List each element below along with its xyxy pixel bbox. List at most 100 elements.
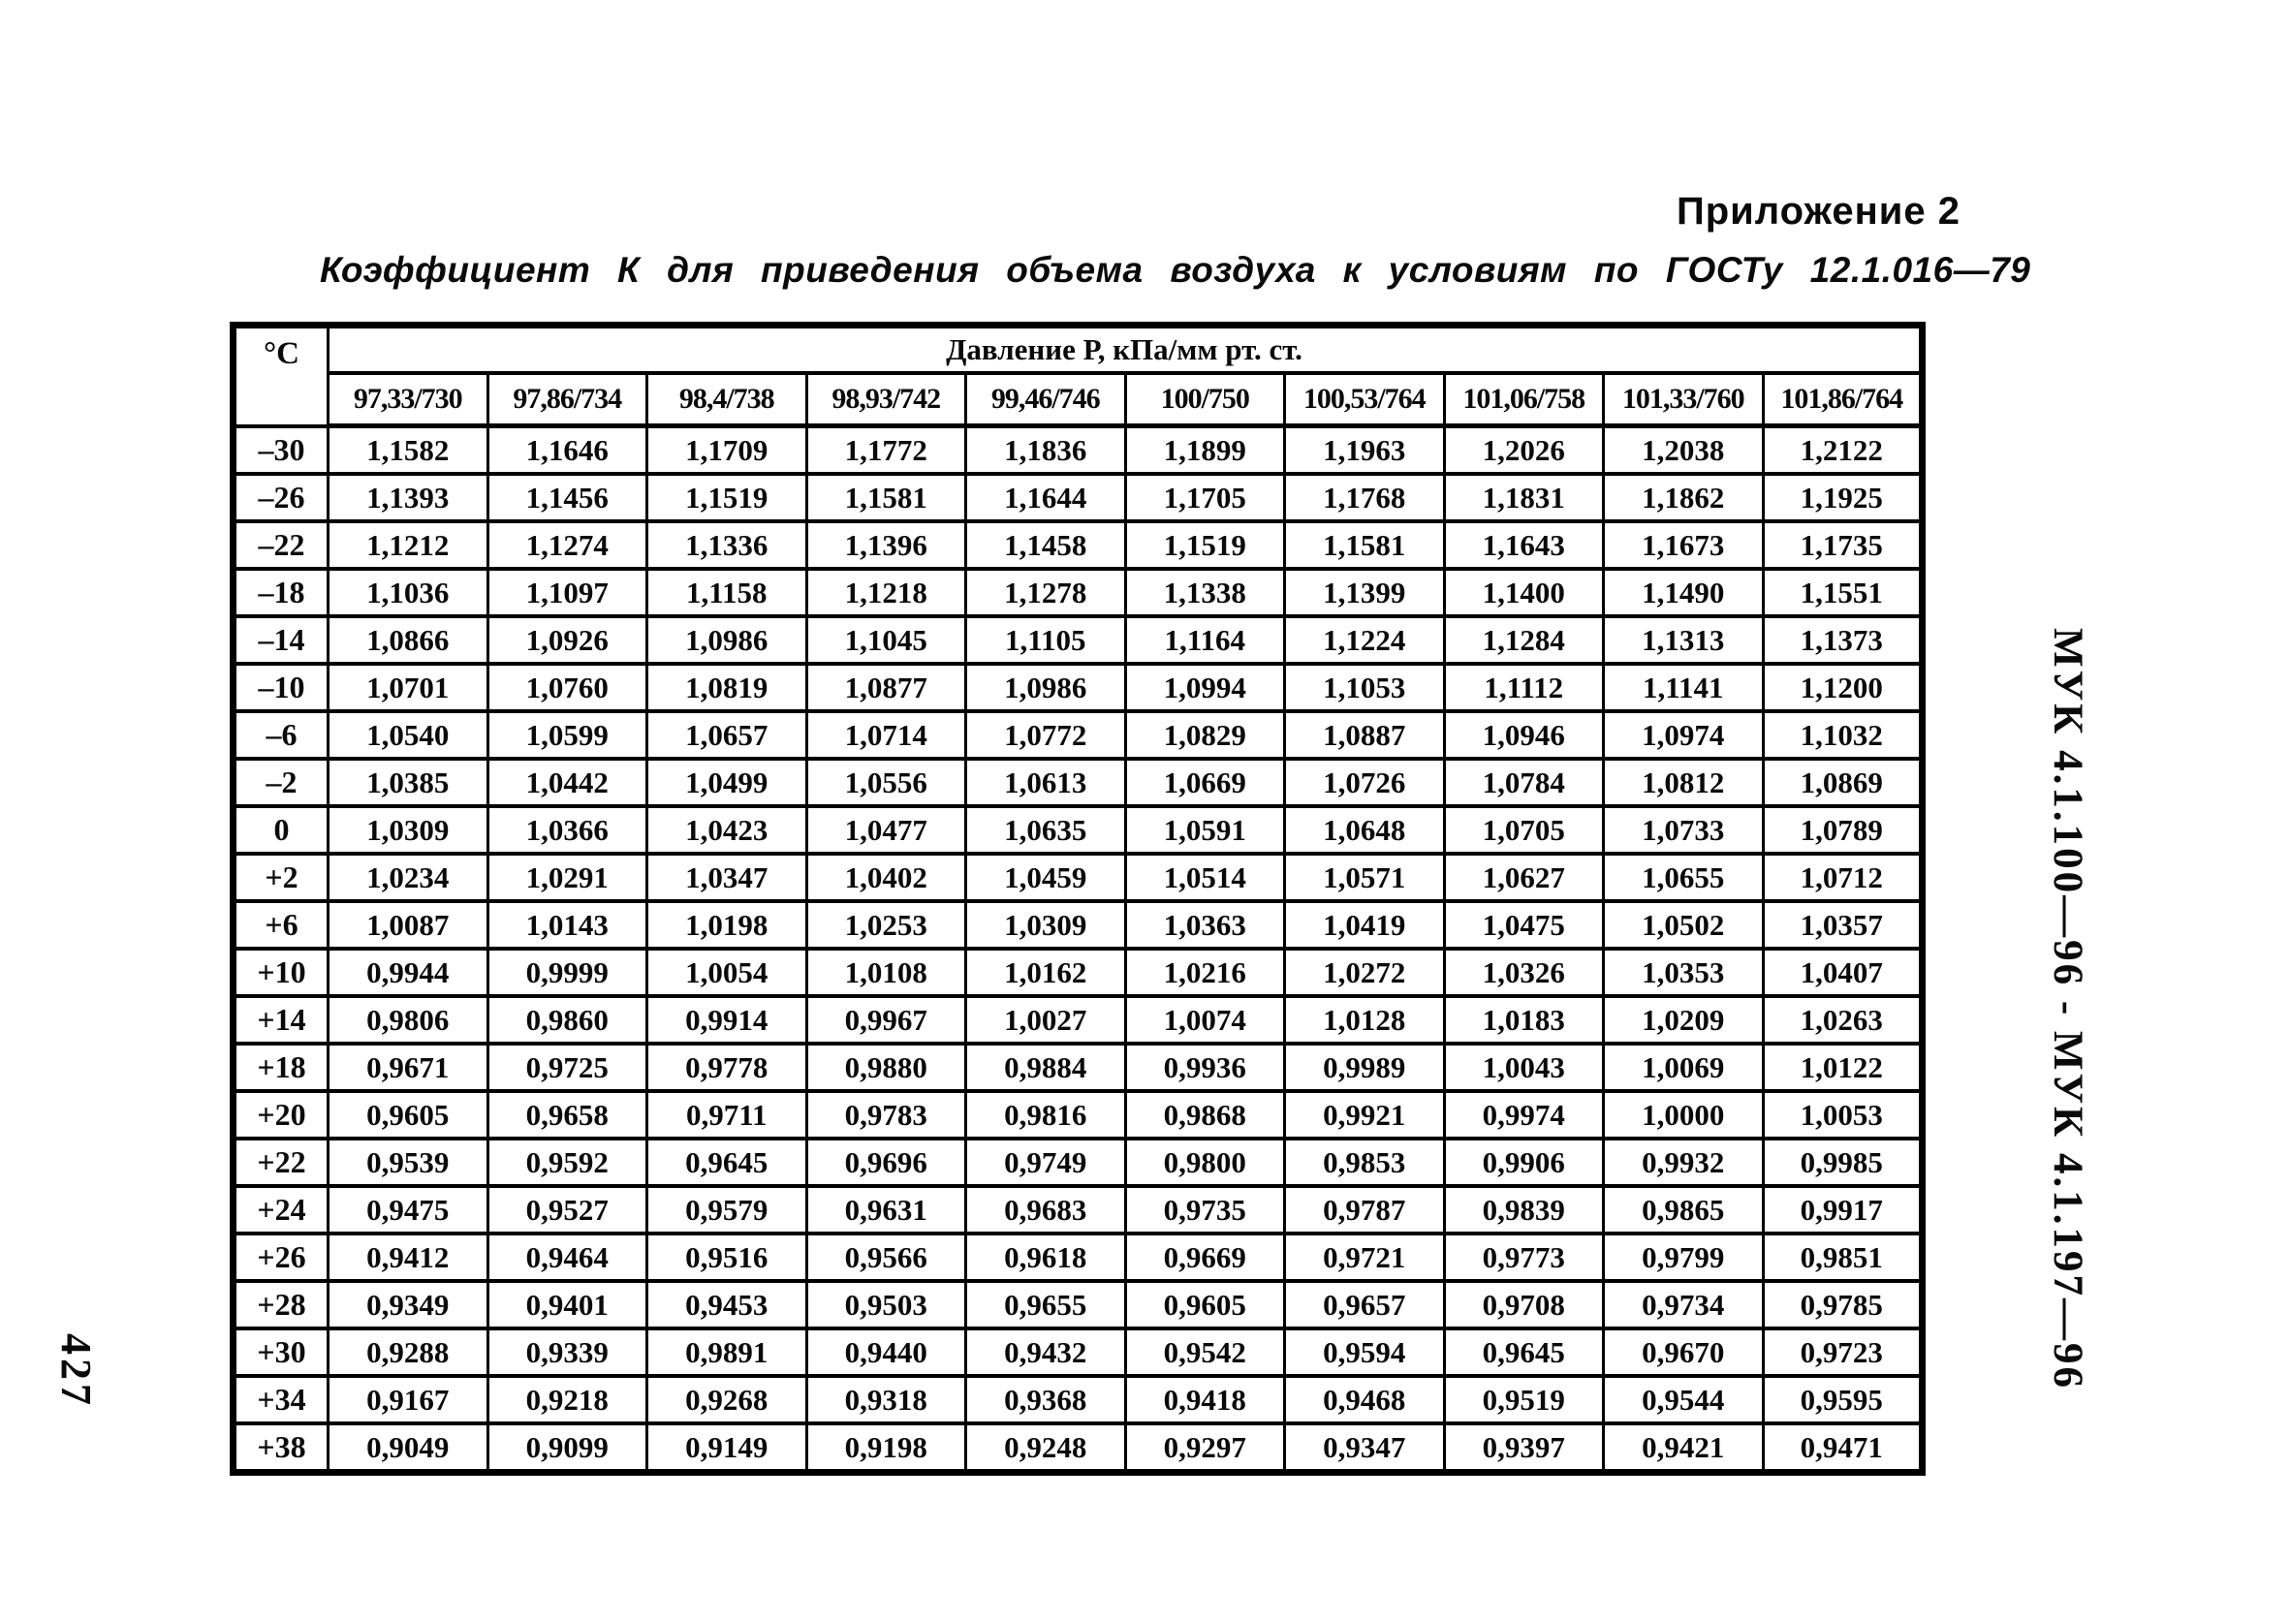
coefficient-cell: 1,0877 (804, 662, 967, 713)
coefficient-cell: 1,1036 (327, 567, 489, 618)
coefficient-cell: 0,9198 (804, 1421, 967, 1475)
coefficient-cell: 0,9605 (1123, 1279, 1286, 1330)
coefficient-cell: 1,0128 (1283, 994, 1446, 1046)
coefficient-cell: 1,0829 (1123, 709, 1286, 761)
coefficient-cell: 0,9974 (1442, 1089, 1605, 1140)
coefficient-cell: 0,9891 (645, 1327, 808, 1378)
coefficient-cell: 1,0122 (1761, 1042, 1924, 1093)
coefficient-cell: 0,9723 (1761, 1327, 1924, 1378)
document-code-side-note: МУК 4.1.100—96 - МУК 4.1.197—96 (2045, 628, 2090, 1390)
pressure-column-header: 99,46/746 (964, 371, 1127, 428)
coefficient-cell: 0,9645 (645, 1137, 808, 1188)
coefficient-cell: 0,9936 (1123, 1042, 1286, 1093)
coefficient-table: °С Давление Р, кПа/мм рт. ст. 97,33/730 9… (230, 322, 1926, 1476)
coefficient-cell: 0,9527 (486, 1184, 648, 1235)
coefficient-cell: 1,0499 (645, 757, 808, 808)
temperature-cell: –6 (232, 709, 329, 761)
pressure-column-header: 98,4/738 (645, 371, 808, 428)
coefficient-cell: 1,0385 (327, 757, 489, 808)
temperature-cell: –10 (232, 662, 329, 713)
coefficient-cell: 1,0253 (804, 899, 967, 951)
coefficient-cell: 1,1218 (804, 567, 967, 618)
coefficient-cell: 0,9658 (486, 1089, 648, 1140)
pressure-column-header: 100,53/764 (1283, 371, 1446, 428)
coefficient-cell: 1,0994 (1123, 662, 1286, 713)
coefficient-cell: 0,9868 (1123, 1089, 1286, 1140)
coefficient-cell: 0,9592 (486, 1137, 648, 1188)
coefficient-cell: 0,9440 (804, 1327, 967, 1378)
coefficient-cell: 0,9539 (327, 1137, 489, 1188)
coefficient-cell: 1,1097 (486, 567, 648, 618)
coefficient-cell: 0,9725 (486, 1042, 648, 1093)
coefficient-cell: 0,9268 (645, 1374, 808, 1425)
coefficient-cell: 0,9401 (486, 1279, 648, 1330)
table-row: –30 1,1582 1,1646 1,1709 1,1772 1,1836 1,1899 1… (232, 423, 1924, 476)
coefficient-cell: 1,0347 (645, 852, 808, 903)
coefficient-cell: 0,9721 (1283, 1232, 1446, 1283)
coefficient-cell: 1,0419 (1283, 899, 1446, 951)
pressure-group-header: Давление Р, кПа/мм рт. ст. (327, 323, 1924, 375)
page-number: 427 (52, 1333, 100, 1409)
temperature-cell: –22 (232, 519, 329, 571)
coefficient-cell: 1,0986 (964, 662, 1127, 713)
coefficient-cell: 0,9519 (1442, 1374, 1605, 1425)
coefficient-cell: 1,0074 (1123, 994, 1286, 1046)
table-row: +26 0,9412 0,9464 0,9516 0,9566 0,9618 0,9669 0… (232, 1232, 1924, 1283)
temperature-cell: +20 (232, 1089, 329, 1140)
temperature-cell: +6 (232, 899, 329, 951)
coefficient-cell: 0,9806 (327, 994, 489, 1046)
coefficient-cell: 1,0701 (327, 662, 489, 713)
coefficient-cell: 0,9783 (804, 1089, 967, 1140)
coefficient-cell: 0,9785 (1761, 1279, 1924, 1330)
coefficient-cell: 1,1164 (1123, 614, 1286, 666)
coefficient-cell: 1,0053 (1761, 1089, 1924, 1140)
coefficient-cell: 0,9579 (645, 1184, 808, 1235)
coefficient-cell: 1,1224 (1283, 614, 1446, 666)
coefficient-cell: 1,1141 (1602, 662, 1765, 713)
coefficient-cell: 0,9944 (327, 947, 489, 998)
coefficient-cell: 1,0714 (804, 709, 967, 761)
coefficient-cell: 1,0540 (327, 709, 489, 761)
coefficient-cell: 1,0027 (964, 994, 1127, 1046)
temperature-cell: +28 (232, 1279, 329, 1330)
coefficient-cell: 0,9853 (1283, 1137, 1446, 1188)
coefficient-cell: 0,9368 (964, 1374, 1127, 1425)
coefficient-cell: 1,0887 (1283, 709, 1446, 761)
coefficient-cell: 1,0442 (486, 757, 648, 808)
coefficient-cell: 0,9884 (964, 1042, 1127, 1093)
coefficient-cell: 1,0571 (1283, 852, 1446, 903)
pressure-column-header: 98,93/742 (804, 371, 967, 428)
coefficient-cell: 0,9880 (804, 1042, 967, 1093)
coefficient-cell: 0,9464 (486, 1232, 648, 1283)
coefficient-cell: 1,0087 (327, 899, 489, 951)
pressure-column-header: 101,86/764 (1761, 371, 1924, 428)
coefficient-cell: 1,0309 (964, 899, 1127, 951)
coefficient-cell: 1,0812 (1602, 757, 1765, 808)
temperature-cell: +2 (232, 852, 329, 903)
coefficient-cell: 1,0556 (804, 757, 967, 808)
coefficient-cell: 1,0143 (486, 899, 648, 951)
coefficient-cell: 0,9989 (1283, 1042, 1446, 1093)
coefficient-cell: 1,1735 (1761, 519, 1924, 571)
coefficient-cell: 1,1836 (964, 423, 1127, 476)
coefficient-cell: 0,9851 (1761, 1232, 1924, 1283)
coefficient-cell: 0,9657 (1283, 1279, 1446, 1330)
coefficient-cell: 1,0054 (645, 947, 808, 998)
table-row: –14 1,0866 1,0926 1,0986 1,1045 1,1105 1,1164 1… (232, 614, 1924, 666)
coefficient-cell: 1,1581 (1283, 519, 1446, 571)
table-row: –6 1,0540 1,0599 1,0657 1,0714 1,0772 1,0829 1,… (232, 709, 1924, 761)
coefficient-cell: 1,1643 (1442, 519, 1605, 571)
coefficient-cell: 0,9839 (1442, 1184, 1605, 1235)
coefficient-cell: 1,0234 (327, 852, 489, 903)
coefficient-cell: 1,0657 (645, 709, 808, 761)
coefficient-cell: 0,9917 (1761, 1184, 1924, 1235)
coefficient-cell: 0,9655 (964, 1279, 1127, 1330)
coefficient-cell: 0,9749 (964, 1137, 1127, 1188)
coefficient-cell: 0,9618 (964, 1232, 1127, 1283)
coefficient-cell: 0,9397 (1442, 1421, 1605, 1475)
coefficient-cell: 0,9339 (486, 1327, 648, 1378)
coefficient-cell: 1,0986 (645, 614, 808, 666)
coefficient-cell: 1,1399 (1283, 567, 1446, 618)
coefficient-cell: 1,1053 (1283, 662, 1446, 713)
